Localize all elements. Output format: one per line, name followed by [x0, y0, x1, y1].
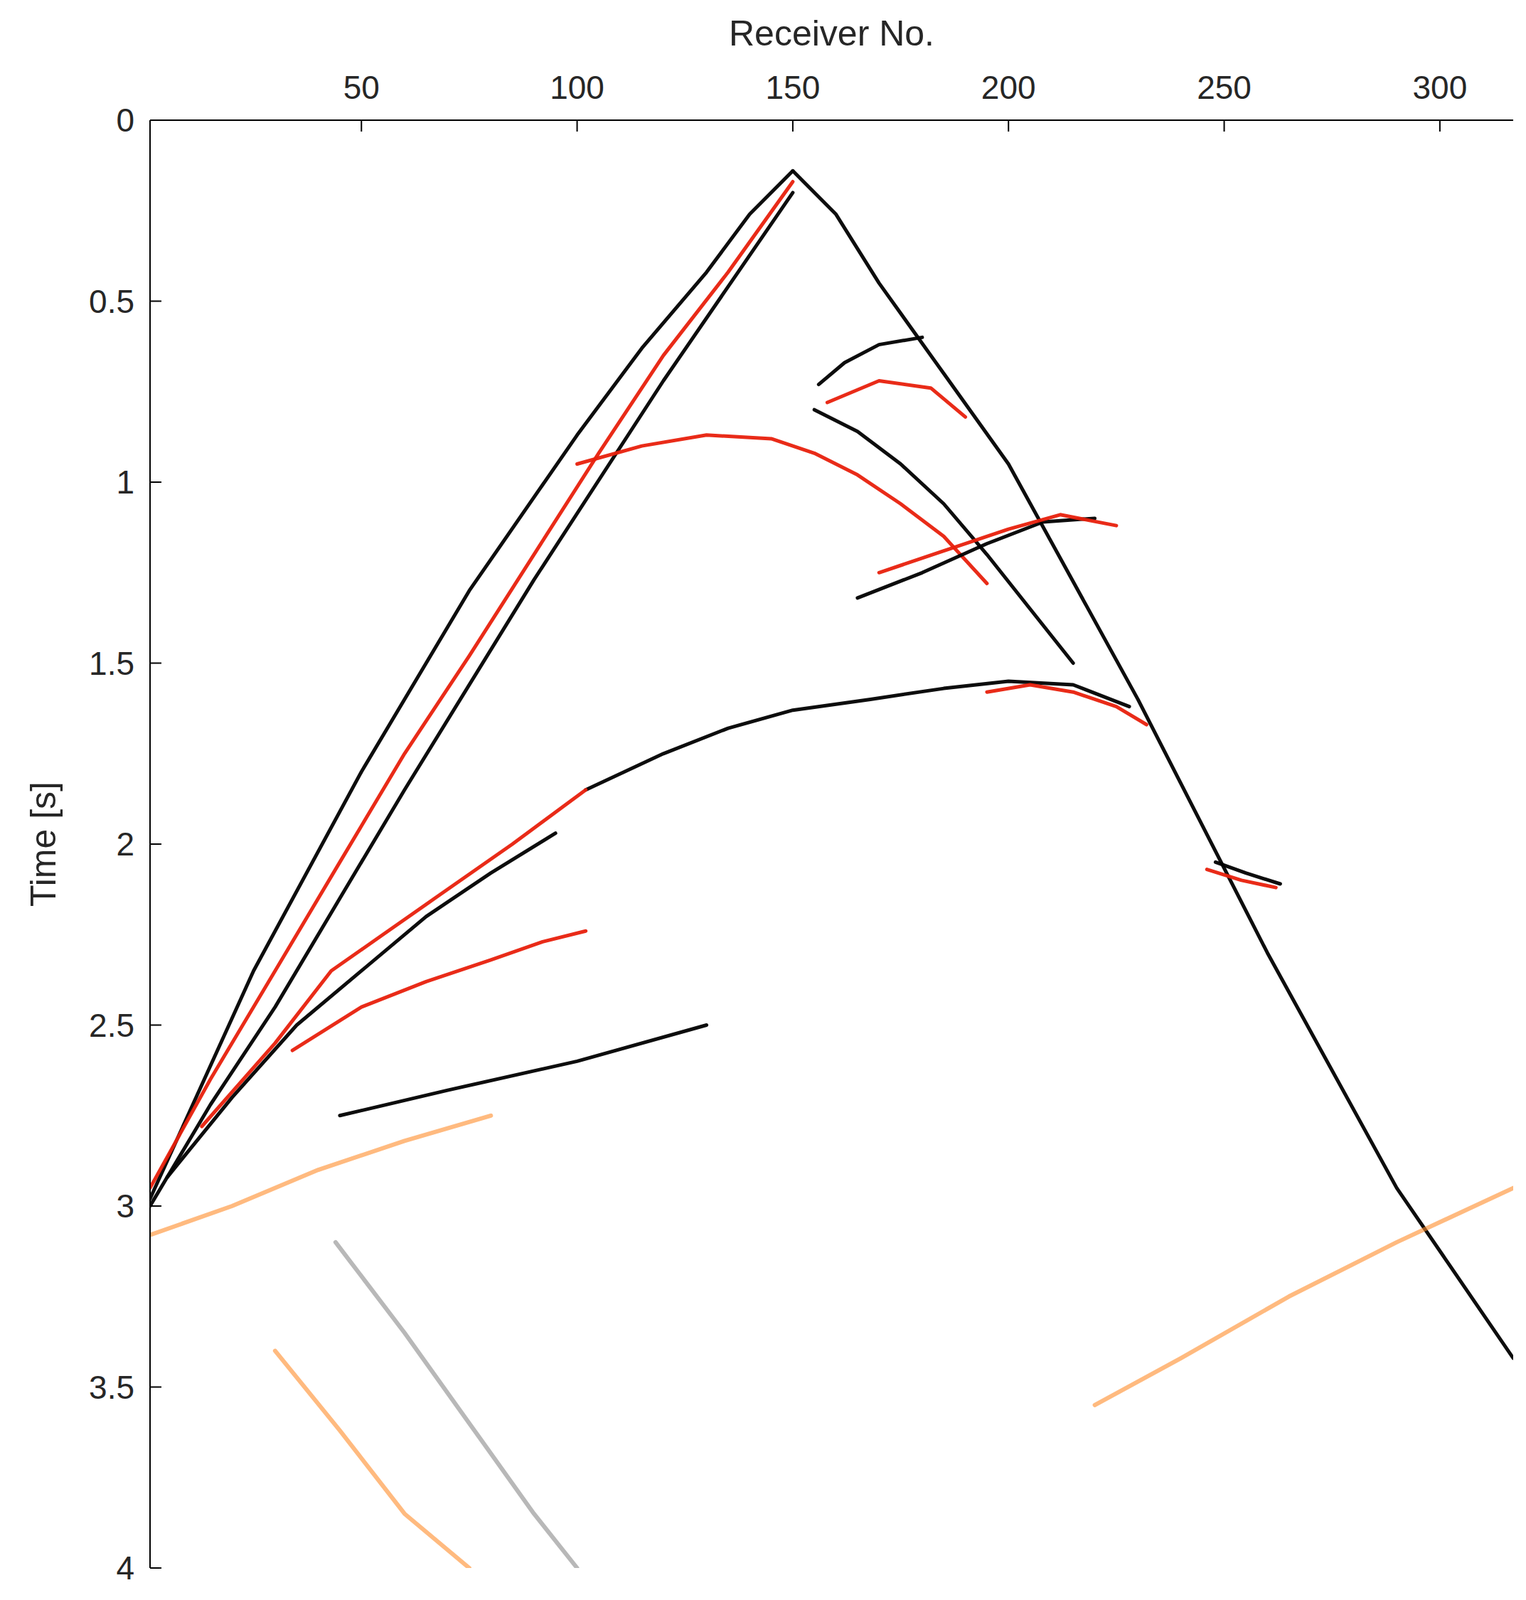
seismic-event — [339, 1025, 707, 1116]
y-tick-label: 0 — [115, 101, 135, 139]
y-tick — [150, 1386, 162, 1389]
y-tick-label: 2.5 — [88, 1006, 135, 1044]
seismic-event — [150, 1115, 491, 1236]
x-tick — [576, 120, 579, 132]
x-tick — [1223, 120, 1226, 132]
seismic-event — [857, 518, 1096, 599]
y-tick-label: 4 — [115, 1549, 135, 1587]
x-axis-line — [150, 119, 1514, 121]
seismic-event — [1206, 869, 1276, 889]
seismic-event — [150, 192, 793, 1207]
y-tick — [150, 1205, 162, 1207]
x-axis-title: Receiver No. — [728, 13, 935, 54]
y-tick — [150, 300, 162, 303]
events — [150, 170, 1514, 1568]
seismic-event — [792, 170, 1514, 1359]
y-tick — [150, 662, 162, 665]
y-axis-title: Time [s] — [23, 781, 64, 907]
y-tick-label: 0.5 — [88, 283, 135, 320]
seismic-event — [986, 684, 1147, 725]
y-tick — [150, 1567, 162, 1569]
seismic-event — [577, 435, 987, 584]
y-tick-label: 3 — [115, 1187, 135, 1225]
seismic-event — [275, 1351, 470, 1568]
seismic-event — [292, 930, 586, 1051]
seismic-event — [201, 790, 586, 1127]
y-tick — [150, 1024, 162, 1027]
seismic-event — [826, 381, 965, 418]
y-tick-label: 1.5 — [88, 644, 135, 682]
seismic-event — [818, 337, 923, 384]
seismic-event — [878, 514, 1117, 574]
seismic-event — [335, 1242, 578, 1568]
x-tick-label: 100 — [549, 68, 605, 106]
x-tick-label: 150 — [765, 68, 821, 106]
x-tick — [360, 120, 362, 132]
y-tick-label: 2 — [115, 825, 135, 863]
seismic-event — [814, 409, 1074, 663]
y-tick — [150, 481, 162, 483]
x-tick-label: 300 — [1412, 68, 1467, 106]
y-tick — [150, 119, 162, 121]
x-tick-label: 50 — [343, 68, 380, 106]
y-tick-label: 3.5 — [88, 1368, 135, 1406]
x-tick-label: 250 — [1196, 68, 1252, 106]
seismic-event — [150, 170, 793, 1199]
seismic-event — [585, 681, 1130, 791]
seismic-event — [1095, 1188, 1514, 1406]
y-tick — [150, 843, 162, 845]
chart: 50 100 150 200 250 300 0 0.5 1 1.5 2 2.5 3 3.5 4 Receiv… — [0, 0, 1526, 1600]
x-tick-label: 200 — [981, 68, 1037, 106]
x-tick — [1007, 120, 1010, 132]
y-tick-label: 1 — [115, 463, 135, 501]
x-tick — [792, 120, 794, 132]
x-tick — [1439, 120, 1441, 132]
